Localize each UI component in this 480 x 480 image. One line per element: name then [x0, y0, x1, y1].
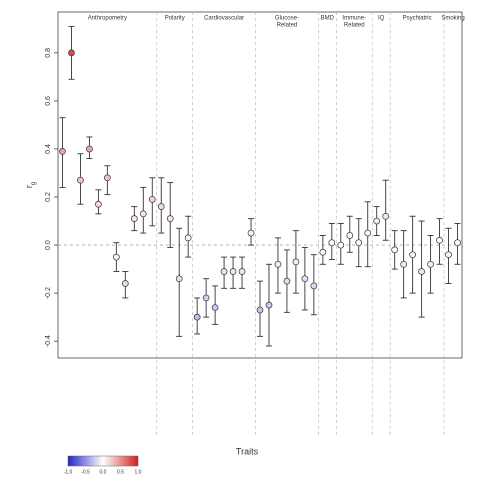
y-tick-label: -0.4 [45, 335, 52, 347]
point [238, 268, 246, 275]
point [382, 212, 390, 220]
group-label: Smoking [441, 16, 464, 22]
group-label: Psychiatric [403, 16, 432, 22]
colorbar-tick-label: -1.0 [64, 469, 73, 475]
point [436, 236, 443, 244]
point [328, 239, 336, 247]
group-label: Glucose- [275, 16, 299, 22]
group-label: Polarity [165, 16, 185, 22]
point [310, 282, 318, 290]
point [274, 260, 282, 268]
group-label: Immune- [342, 16, 366, 22]
point [175, 275, 183, 283]
point [346, 232, 354, 239]
point [104, 174, 111, 182]
point [148, 196, 156, 203]
point [292, 258, 300, 266]
point [391, 246, 399, 254]
point [247, 229, 255, 237]
point [427, 260, 434, 268]
group-label: Related [344, 23, 365, 29]
point [166, 215, 174, 222]
point [68, 49, 75, 57]
point [95, 200, 102, 208]
point [445, 251, 452, 259]
point [409, 251, 416, 259]
y-tick-label: 0.8 [45, 48, 52, 58]
point [418, 268, 425, 275]
point [256, 306, 264, 314]
colorbar-tick-label: -0.5 [81, 469, 90, 475]
point [121, 280, 129, 287]
y-label-sub: g [31, 182, 37, 185]
group-label: Cardiovascular [204, 16, 244, 22]
point [373, 217, 381, 225]
point [364, 229, 372, 237]
y-tick-label: 0.4 [45, 144, 52, 154]
point [400, 260, 407, 268]
point [139, 210, 147, 218]
y-label-main: r [24, 185, 34, 188]
point [193, 313, 201, 321]
y-tick-label: 0.0 [45, 240, 52, 250]
point [211, 304, 219, 311]
point [202, 294, 210, 302]
point [355, 239, 363, 247]
y-axis-label: rg [24, 182, 36, 188]
point [59, 148, 66, 155]
point [229, 268, 237, 275]
colorbar [67, 455, 139, 467]
point [184, 234, 192, 242]
y-tick-label: 0.2 [45, 192, 52, 202]
point [157, 203, 165, 210]
point [283, 277, 291, 285]
point [454, 239, 461, 247]
y-tick-label: 0.6 [45, 96, 52, 106]
colorbar-tick-label: 0.0 [100, 469, 107, 475]
group-label: Anthropometry [88, 16, 127, 22]
point [319, 248, 327, 256]
group-label: Related [277, 23, 298, 29]
point [77, 176, 84, 184]
colorbar-tick-label: 0.5 [117, 469, 124, 475]
x-axis-label: Traits [236, 446, 259, 456]
point [130, 215, 138, 222]
point [220, 268, 228, 275]
point [113, 253, 120, 261]
point [337, 241, 345, 249]
point [301, 275, 309, 283]
group-label: IQ [378, 16, 385, 22]
colorbar-tick-label: 1.0 [135, 469, 142, 475]
group-label: BMD [321, 16, 335, 22]
y-tick-label: -0.2 [45, 287, 52, 299]
plot-frame [57, 11, 463, 359]
point [265, 301, 273, 309]
point [86, 145, 93, 153]
